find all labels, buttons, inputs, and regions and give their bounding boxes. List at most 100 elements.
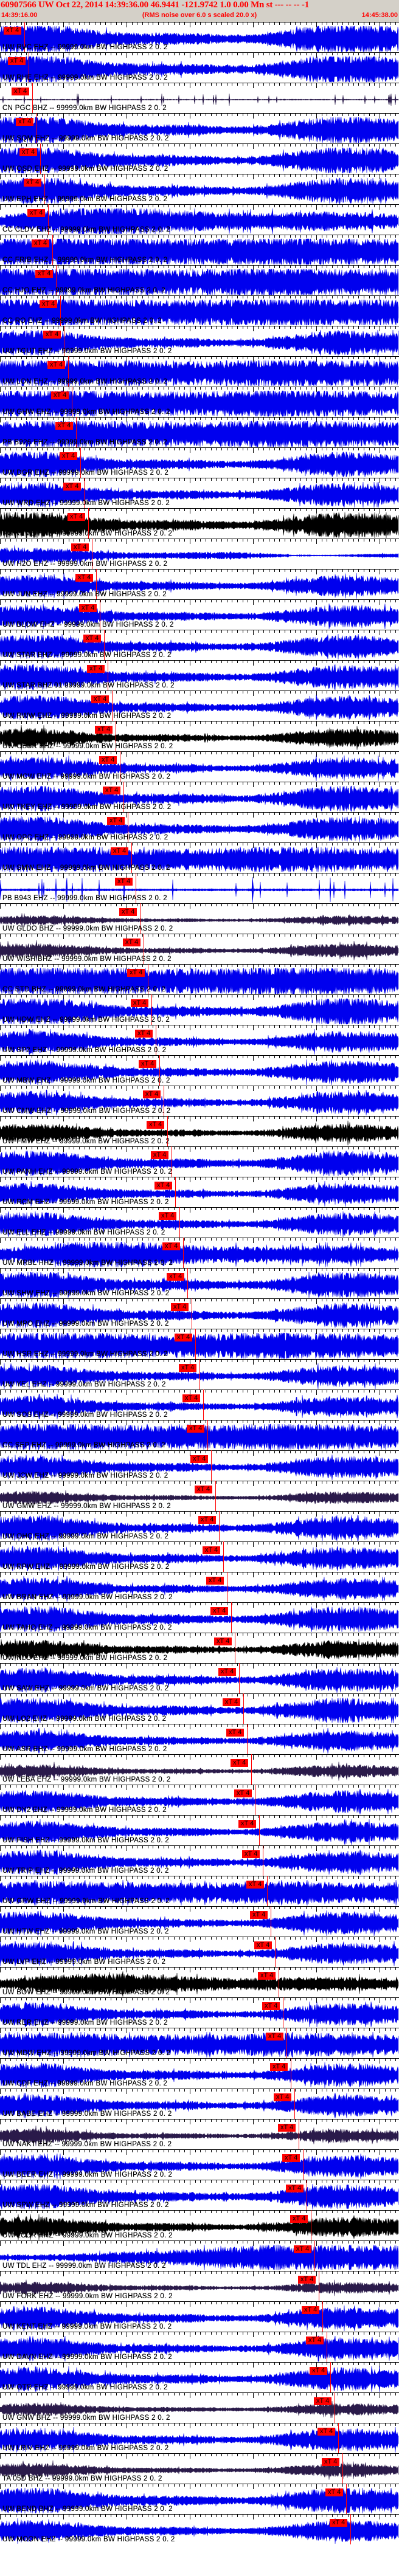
gain-badge[interactable]: xT 4: [95, 726, 113, 734]
trace-row[interactable]: 14:4014:4114:4214:4314:4414:45xT 4UW TAH…: [0, 1602, 399, 1633]
gain-badge[interactable]: xT 4: [190, 1455, 209, 1463]
trace-row[interactable]: 14:4014:4114:4214:4314:4414:45xT 4CC RO …: [0, 295, 399, 326]
gain-badge[interactable]: xT 4: [203, 1546, 221, 1554]
trace-row[interactable]: 14:4014:4114:4214:4314:4414:45xT 4UW OPC…: [0, 812, 399, 842]
gain-badge[interactable]: xT 4: [27, 209, 46, 217]
trace-row[interactable]: 14:4014:4114:4214:4314:4414:45xT 4UW SOS…: [0, 1390, 399, 1420]
gain-badge[interactable]: xT 4: [83, 635, 102, 642]
trace-row[interactable]: 14:4014:4114:4214:4314:4414:45xT 4PB B92…: [0, 417, 399, 447]
trace-row[interactable]: 14:4014:4114:4214:4314:4414:45xT 4UW GLD…: [0, 903, 399, 934]
trace-row[interactable]: 14:4014:4114:4214:4314:4414:45xT 4UW ELL…: [0, 1207, 399, 1238]
trace-row[interactable]: 14:4014:4114:4214:4314:4414:45xT 4UW SMW…: [0, 842, 399, 873]
trace-row[interactable]: 14:4014:4114:4214:4314:4414:45xT 4UW WIS…: [0, 934, 399, 964]
trace-row[interactable]: 14:4014:4114:4214:4314:4414:45xT 4UW OBS…: [0, 721, 399, 751]
gain-badge[interactable]: xT 4: [35, 270, 54, 278]
trace-row[interactable]: 14:4014:4114:4214:4314:4414:45xT 4UW FMW…: [0, 1116, 399, 1146]
trace-row[interactable]: 14:4014:4114:4214:4314:4414:45xT 4UW RCM…: [0, 1177, 399, 1207]
gain-badge[interactable]: xT 4: [99, 756, 117, 764]
trace-row[interactable]: 14:4014:4114:4214:4314:4414:45xT 4UW OSD…: [0, 143, 399, 174]
trace-row[interactable]: 14:4014:4114:4214:4314:4414:45xT 4CN PGC…: [0, 83, 399, 113]
gain-badge[interactable]: xT 4: [167, 1273, 185, 1281]
gain-badge[interactable]: xT 4: [143, 1090, 161, 1098]
trace-row[interactable]: 14:4014:4114:4214:4314:4414:45xT 4UW HSR…: [0, 1329, 399, 1359]
trace-row[interactable]: 14:4014:4114:4214:4314:4414:45xT 4CC HJO…: [0, 265, 399, 295]
trace-row[interactable]: 14:4014:4114:4214:4314:4414:45xT 4CC SEP…: [0, 1420, 399, 1450]
gain-badge[interactable]: xT 4: [43, 331, 61, 339]
gain-badge[interactable]: xT 4: [68, 513, 86, 521]
trace-row[interactable]: 14:4014:4114:4214:4314:4414:45xT 4UW GMW…: [0, 1481, 399, 1511]
gain-badge[interactable]: xT 4: [60, 452, 78, 460]
gain-badge[interactable]: xT 4: [71, 543, 89, 551]
gain-badge[interactable]: xT 4: [8, 57, 26, 65]
trace-row[interactable]: 14:4014:4114:4214:4314:4414:45xT 4UW RVC…: [0, 22, 399, 52]
gain-badge[interactable]: xT 4: [127, 969, 145, 977]
gain-badge[interactable]: xT 4: [119, 908, 137, 916]
gain-badge[interactable]: xT 4: [51, 391, 69, 399]
gain-badge[interactable]: xT 4: [12, 88, 30, 95]
gain-badge[interactable]: xT 4: [139, 1060, 157, 1068]
gain-badge[interactable]: xT 4: [131, 999, 149, 1007]
gain-badge[interactable]: xT 4: [79, 604, 97, 612]
gain-badge[interactable]: xT 4: [47, 361, 66, 369]
trace-row[interactable]: 14:4014:4114:4214:4314:4414:45xT 4UW JCW…: [0, 1450, 399, 1481]
gain-badge[interactable]: xT 4: [63, 483, 82, 491]
trace-row[interactable]: 14:4014:4114:4214:4314:4414:45xT 4UW OHC…: [0, 1511, 399, 1541]
trace-row[interactable]: 14:4014:4114:4214:4314:4414:45xT 4UW STA…: [0, 630, 399, 660]
gain-badge[interactable]: xT 4: [24, 179, 42, 187]
trace-row[interactable]: 14:4014:4114:4214:4314:4414:45xT 4UW YEL…: [0, 1359, 399, 1390]
gain-badge[interactable]: xT 4: [32, 239, 50, 247]
trace-row[interactable]: 14:4014:4114:4214:4314:4414:45xT 4UW RHE…: [0, 52, 399, 83]
trace-row[interactable]: 14:4014:4114:4214:4314:4414:45xT 4CC CLD…: [0, 204, 399, 235]
gain-badge[interactable]: xT 4: [159, 1212, 177, 1220]
gain-badge[interactable]: xT 4: [19, 148, 38, 156]
gain-badge[interactable]: xT 4: [75, 574, 94, 582]
gain-badge[interactable]: xT 4: [187, 1425, 205, 1433]
gain-badge[interactable]: xT 4: [151, 1151, 169, 1159]
gain-badge[interactable]: xT 4: [154, 1182, 173, 1190]
trace-row[interactable]: 14:4014:4114:4214:4314:4414:45xT 4UW EPH…: [0, 174, 399, 204]
gain-badge[interactable]: xT 4: [55, 422, 74, 430]
gain-badge[interactable]: xT 4: [107, 817, 125, 825]
trace-row[interactable]: 14:4014:4114:4214:4314:4414:45xT 4UW ASR…: [0, 1724, 399, 1754]
gain-badge[interactable]: xT 4: [206, 1577, 224, 1585]
gain-badge[interactable]: xT 4: [210, 1607, 229, 1615]
trace-row[interactable]: 14:4014:4114:4214:4314:4414:45xT 4UW TOU…: [0, 326, 399, 356]
gain-badge[interactable]: xT 4: [123, 938, 141, 946]
trace-row[interactable]: 14:4014:4114:4214:4314:4414:45xT 4PB B94…: [0, 873, 399, 903]
trace-row[interactable]: 14:4014:4114:4214:4314:4414:45xT 4UW SHW…: [0, 1268, 399, 1298]
gain-badge[interactable]: xT 4: [16, 118, 34, 126]
gain-badge[interactable]: xT 4: [87, 665, 105, 673]
trace-row[interactable]: 14:4014:4114:4214:4314:4414:45xT 4UW SP2…: [0, 1025, 399, 1055]
trace-row[interactable]: 14:4014:4114:4214:4314:4414:45xT 4UW BLO…: [0, 599, 399, 630]
trace-row[interactable]: 14:4014:4114:4214:4314:4414:45xT 4CC STD…: [0, 964, 399, 994]
gain-badge[interactable]: xT 4: [182, 1394, 201, 1402]
trace-row[interactable]: 14:4014:4114:4214:4314:4414:45xT 4UW DGR…: [0, 447, 399, 478]
trace-row[interactable]: 14:4014:4114:4214:4314:4414:45xT 4UW PAN…: [0, 1146, 399, 1177]
gain-badge[interactable]: xT 4: [40, 300, 58, 308]
gain-badge[interactable]: xT 4: [223, 1698, 241, 1706]
trace-row[interactable]: 14:4014:4114:4214:4314:4414:45xT 4UW TKE…: [0, 782, 399, 812]
trace-row[interactable]: 14:4014:4114:4214:4314:4414:45xT 4UW MCW…: [0, 751, 399, 782]
trace-row[interactable]: 14:4014:4114:4214:4314:4414:45xT 4UW H2O…: [0, 539, 399, 569]
gain-badge[interactable]: xT 4: [135, 1030, 153, 1038]
trace-row[interactable]: 14:4014:4114:4214:4314:4414:45xT 4UW JUN…: [0, 569, 399, 599]
gain-badge[interactable]: xT 4: [111, 847, 129, 855]
gain-badge[interactable]: xT 4: [214, 1638, 232, 1645]
gain-badge[interactable]: xT 4: [195, 1486, 213, 1493]
gain-badge[interactable]: xT 4: [175, 1334, 193, 1341]
trace-row[interactable]: 14:4014:4114:4214:4314:4414:45xT 4UW HDW…: [0, 994, 399, 1025]
gain-badge[interactable]: xT 4: [218, 1668, 237, 1676]
trace-row[interactable]: 14:4014:4114:4214:4314:4414:45xT 4UW MPO…: [0, 1298, 399, 1329]
gain-badge[interactable]: xT 4: [179, 1364, 197, 1372]
gain-badge[interactable]: xT 4: [91, 695, 109, 703]
trace-row[interactable]: 14:4014:4114:4214:4314:4414:45xT 4UW SAW…: [0, 1663, 399, 1693]
trace-row[interactable]: 14:4014:4114:4214:4314:4414:45xT 4UW BRA…: [0, 1572, 399, 1602]
trace-row[interactable]: 14:4014:4114:4214:4314:4414:45xT 4UW GHW…: [0, 387, 399, 417]
trace-row[interactable]: 14:4014:4114:4214:4314:4414:45xT 4UW LON…: [0, 356, 399, 387]
trace-row[interactable]: 14:4014:4114:4214:4314:4414:45xT 4UW MBW…: [0, 1055, 399, 1086]
trace-row[interactable]: 14:4014:4114:4214:4314:4414:45xT 4UW SQM…: [0, 113, 399, 143]
gain-badge[interactable]: xT 4: [4, 27, 22, 35]
gain-badge[interactable]: xT 4: [147, 1121, 165, 1129]
trace-row[interactable]: 14:4014:4114:4214:4314:4414:45xT 4UW WRD…: [0, 478, 399, 508]
gain-badge[interactable]: xT 4: [162, 1242, 181, 1250]
